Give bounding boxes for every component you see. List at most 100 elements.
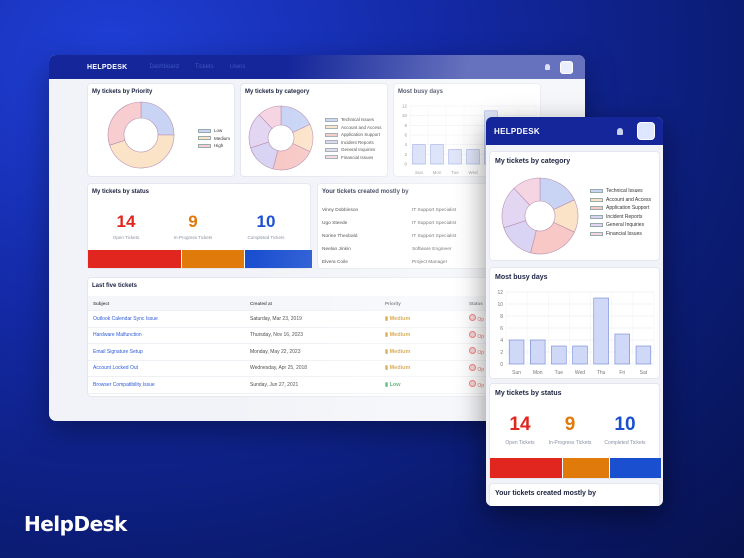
card-title: My tickets by category xyxy=(245,89,310,95)
card-title: My tickets by category xyxy=(495,158,571,165)
y-tick-label: 6 xyxy=(404,133,407,138)
y-tick-label: 2 xyxy=(500,350,503,356)
nav-dashboard[interactable]: Dashboard xyxy=(149,64,179,70)
bar-fri[interactable] xyxy=(614,333,630,365)
legend-item: General Inquiries xyxy=(590,222,651,228)
ticket-link[interactable]: Hardware Malfunction xyxy=(93,332,142,339)
avatar[interactable] xyxy=(637,122,655,140)
ticket-priority: ▮ Low xyxy=(385,381,401,388)
status-bar xyxy=(88,250,312,268)
list-item: Neelan Jinkin Software Engineer xyxy=(322,247,452,252)
nav-tickets[interactable]: Tickets xyxy=(194,64,214,70)
ticket-link[interactable]: Browser Compatibility Issue xyxy=(93,381,155,388)
nav-users[interactable]: Users xyxy=(229,64,246,70)
brand-logo: HelpDesk xyxy=(24,512,127,536)
status-badge: Op xyxy=(469,314,484,323)
ticket-created: Thursday, Nov 16, 2023 xyxy=(250,332,303,339)
ticket-link[interactable]: Outlook Calendar Sync Issue xyxy=(93,315,158,322)
pie-slice-medium[interactable] xyxy=(109,134,175,169)
x-tick-label: Thu xyxy=(597,370,606,376)
table-row[interactable]: Browser Compatibility Issue Sunday, Jun … xyxy=(88,377,542,394)
list-item: Elvera Coile Project Manager xyxy=(322,260,448,265)
bar-sun[interactable] xyxy=(508,339,525,365)
legend-item: Incident Reports xyxy=(325,140,382,145)
y-tick-label: 0 xyxy=(500,362,503,368)
open-stat: 14 Open Tickets xyxy=(96,212,156,240)
status-card: My tickets by status 14 Open Tickets 9 I… xyxy=(87,183,312,269)
bell-icon[interactable] xyxy=(617,127,623,135)
bell-icon[interactable] xyxy=(545,64,550,70)
status-bar-progress xyxy=(182,250,244,268)
progress-stat: 9 In-Progress Tickets xyxy=(540,414,600,446)
x-tick-label: Wed xyxy=(468,170,478,175)
status-badge: Op xyxy=(469,363,484,373)
bar-mon[interactable] xyxy=(430,144,444,165)
bar-sun[interactable] xyxy=(412,144,426,165)
open-label: Open Tickets xyxy=(112,235,140,240)
app-logo[interactable]: HELPDESK xyxy=(494,126,540,136)
busy-days-chart: 0 2 4 6 8 10 12 Sun Mon Tue Wed Thu Fri Sat xyxy=(497,290,655,376)
x-tick-label: Tue xyxy=(555,370,564,376)
ticket-created: Sunday, Jun 27, 2021 xyxy=(250,381,299,388)
card-title: My tickets by status xyxy=(92,189,150,195)
progress-stat: 9 In-Progress Tickets xyxy=(163,212,223,240)
mobile-busy-days-card: Most busy days 0 2 4 6 8 10 12 Sun Mon Tue Wed Thu F… xyxy=(489,267,660,379)
avatar[interactable] xyxy=(560,60,573,74)
pie-slice-financial-issues[interactable] xyxy=(258,105,282,129)
bar-wed[interactable] xyxy=(572,345,588,365)
legend-item: High xyxy=(198,143,230,148)
status-bar-completed xyxy=(610,458,661,478)
bar-mon[interactable] xyxy=(530,339,546,365)
col-priority: Priority xyxy=(385,300,401,306)
open-count: 14 xyxy=(116,212,136,231)
ticket-created: Wednesday, Apr 25, 2018 xyxy=(250,365,308,372)
completed-stat: 10 Completed Tickets xyxy=(236,212,296,240)
pie-slice-financial-issues[interactable] xyxy=(513,177,541,206)
app-logo[interactable]: HELPDESK xyxy=(87,63,128,71)
legend-item: Application Support xyxy=(325,132,382,137)
card-title: Your tickets created mostly by xyxy=(495,490,597,497)
bar-thu[interactable] xyxy=(593,297,609,365)
table-row[interactable]: Outlook Calendar Sync Issue Saturday, Ma… xyxy=(88,311,542,328)
completed-label: Completed Tickets xyxy=(604,440,646,446)
table-row[interactable]: Hardware Malfunction Thursday, Nov 16, 2… xyxy=(88,328,542,344)
x-tick-label: Wed xyxy=(575,370,585,376)
status-badge: Op xyxy=(469,380,484,389)
bar-wed[interactable] xyxy=(466,149,480,165)
x-tick-label: Sun xyxy=(512,370,521,376)
y-tick-label: 4 xyxy=(500,338,503,344)
status-badge: Op xyxy=(469,347,484,356)
created-by-list: Vinny Dobbinson IT Support Specialist Ugo… xyxy=(322,204,532,269)
mobile-status-card: My tickets by status 14 Open Tickets 9 I… xyxy=(489,383,661,479)
ticket-priority: ▮ Medium xyxy=(385,315,411,322)
open-stat: 14 Open Tickets xyxy=(490,414,550,446)
mobile-window: HELPDESK My tickets by category Technica… xyxy=(486,117,663,506)
col-status: Status xyxy=(469,300,483,306)
legend-item: Technical Issues xyxy=(590,188,651,194)
y-tick-label: 2 xyxy=(404,152,407,157)
category-donut-chart xyxy=(501,177,579,255)
y-tick-label: 4 xyxy=(404,142,407,147)
category-legend: Technical Issues Account and Access Appl… xyxy=(325,117,382,162)
ticket-priority: ▮ Medium xyxy=(385,365,411,372)
table-row[interactable]: Account Locked Out Wednesday, Apr 25, 20… xyxy=(88,361,542,377)
legend-item: Account and Access xyxy=(590,197,651,203)
pie-slice-high[interactable] xyxy=(107,101,142,146)
legend-item: Low xyxy=(198,128,230,133)
ticket-link[interactable]: Account Locked Out xyxy=(93,365,139,372)
y-tick-label: 12 xyxy=(497,290,503,296)
ticket-link[interactable]: Email Signature Setup xyxy=(93,348,143,355)
tickets-table: Subject Created at Priority Status Outlo… xyxy=(88,296,542,394)
legend-item: General Inquiries xyxy=(325,147,382,152)
pie-slice-low[interactable] xyxy=(140,101,175,136)
progress-count: 9 xyxy=(564,414,576,435)
bar-sat[interactable] xyxy=(635,345,652,365)
table-row[interactable]: Email Signature Setup Monday, May 22, 20… xyxy=(88,344,542,361)
card-title: Most busy days xyxy=(495,274,548,281)
open-count: 14 xyxy=(509,414,531,435)
mobile-category-card: My tickets by category Technical Issues … xyxy=(489,151,660,261)
card-title: Last five tickets xyxy=(92,283,138,289)
bar-tue[interactable] xyxy=(448,149,462,165)
legend-item: Medium xyxy=(198,136,230,141)
bar-tue[interactable] xyxy=(551,345,567,365)
